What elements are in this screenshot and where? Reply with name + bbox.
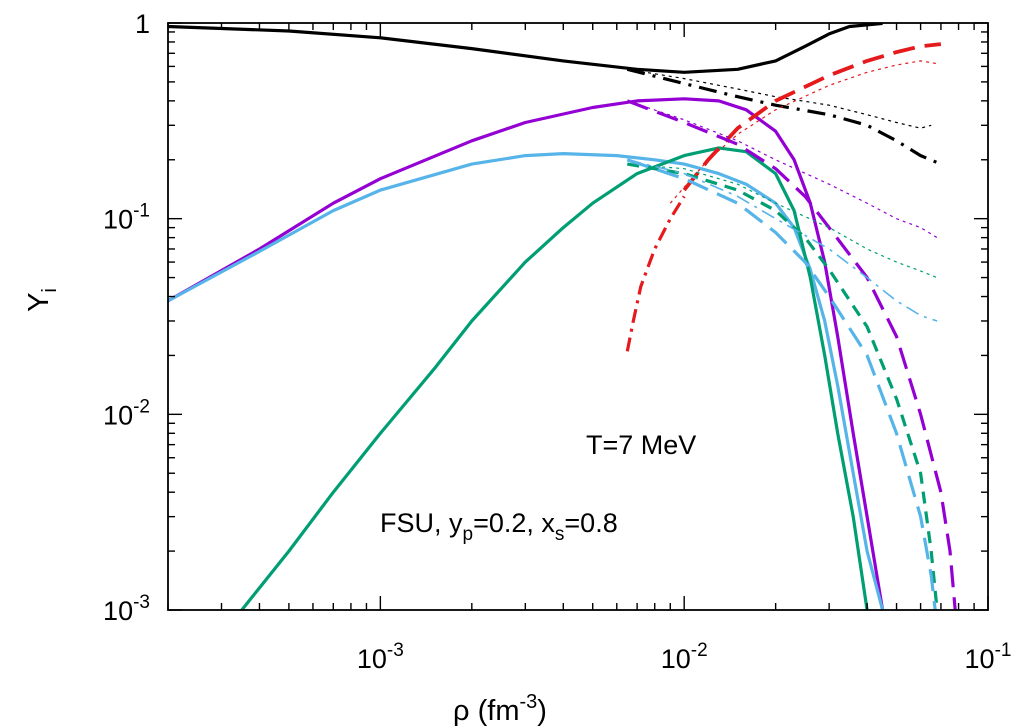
series-line-14	[626, 158, 937, 610]
series-line-4	[240, 146, 869, 610]
series-line-11	[627, 100, 938, 239]
x-tick-label: 10-2	[661, 640, 708, 674]
series-line-12	[627, 162, 939, 610]
series-line-3	[168, 152, 885, 610]
x-tick-label: 10-3	[357, 640, 404, 674]
series-line-5	[626, 67, 942, 166]
x-axis-title: ρ (fm-3)	[453, 691, 547, 727]
series-line-10	[626, 99, 957, 610]
series-line-6	[627, 68, 932, 129]
plot-frame	[167, 22, 989, 611]
annotation-temperature: T=7 MeV	[586, 430, 696, 460]
label-layer: 10-3 10-2 10-1 1 10-1 10-2 10-3	[103, 9, 1011, 674]
y-tick-label: 10-1	[103, 201, 150, 235]
y-tick-label: 10-2	[103, 396, 150, 430]
series-line-9	[669, 60, 938, 204]
series-line-15	[627, 159, 938, 322]
series-line-2	[168, 97, 885, 610]
series-line-7	[682, 42, 942, 192]
series-line-1	[168, 23, 883, 74]
tick-layer	[167, 22, 989, 611]
annotation-model: FSU, yp=0.2, xs=0.8	[380, 508, 618, 545]
y-axis-title: Yi	[23, 288, 61, 312]
y-tick-label: 1	[135, 9, 150, 39]
series-layer	[168, 23, 957, 610]
y-tick-label: 10-3	[103, 592, 150, 626]
x-tick-label: 10-1	[965, 640, 1012, 674]
